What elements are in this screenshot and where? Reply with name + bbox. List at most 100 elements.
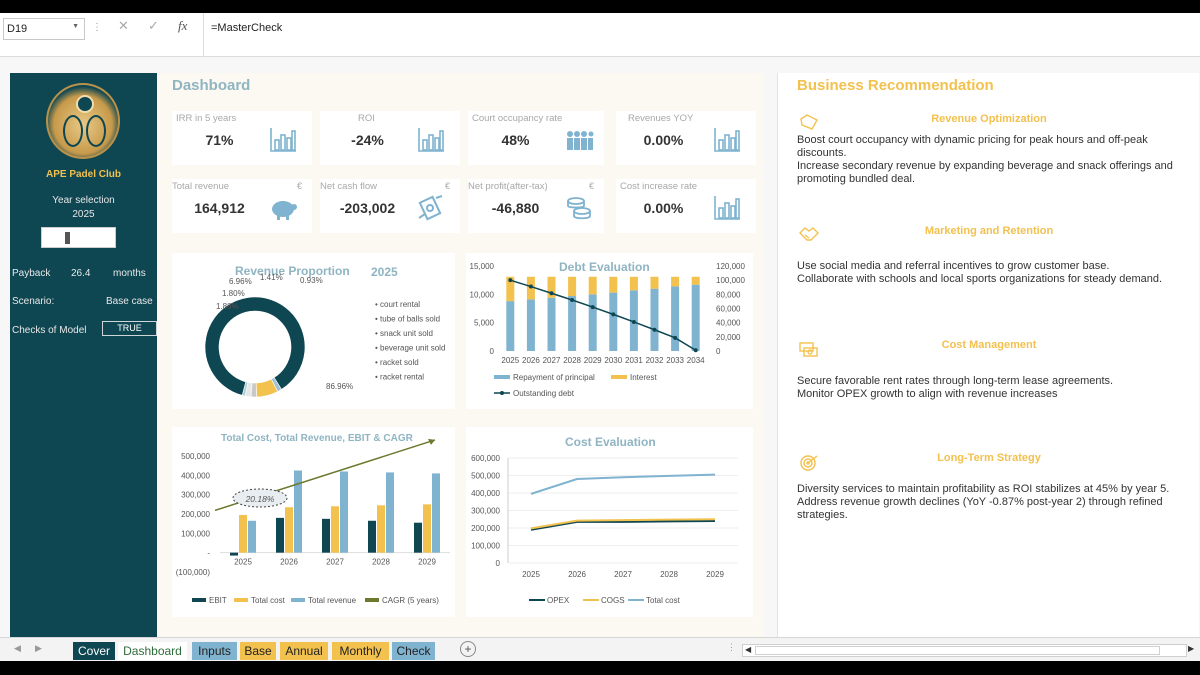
tag-icon bbox=[800, 114, 818, 130]
x-tick: 2025 bbox=[234, 558, 252, 567]
bar-total-revenue bbox=[386, 472, 394, 553]
bar-ebit bbox=[230, 552, 238, 556]
point-outstanding-debt bbox=[631, 319, 636, 324]
legend-item: Interest bbox=[630, 373, 657, 382]
drag-handle-icon[interactable]: ⋮ bbox=[92, 22, 102, 33]
payback-unit: months bbox=[113, 268, 146, 279]
divider bbox=[203, 13, 204, 57]
point-outstanding-debt bbox=[570, 298, 575, 302]
section-body: Secure favorable rent rates through long… bbox=[797, 375, 1198, 401]
y-tick: 200,000 bbox=[181, 510, 210, 519]
section-line: Boost court occupancy with dynamic prici… bbox=[797, 134, 1148, 159]
add-sheet-button[interactable]: + bbox=[460, 641, 476, 657]
kpi-label: Court occupancy rate bbox=[472, 113, 563, 124]
scenario-label: Scenario: bbox=[12, 296, 55, 307]
enter-icon[interactable]: ✓ bbox=[148, 18, 159, 33]
bar-ebit bbox=[322, 518, 330, 553]
legend-swatch bbox=[234, 598, 248, 602]
sheet-tab[interactable]: Monthly bbox=[332, 642, 389, 660]
bar-total-revenue bbox=[432, 473, 440, 553]
sheet-tab[interactable]: Check bbox=[392, 642, 435, 660]
x-tick: 2026 bbox=[522, 356, 540, 365]
drag-handle-icon[interactable]: ⋮ bbox=[727, 642, 736, 652]
bar-interest bbox=[629, 276, 638, 291]
line-total-cost bbox=[530, 473, 716, 495]
kpi-label: Net profit(after-tax) bbox=[468, 181, 548, 192]
function-icon[interactable]: fx bbox=[178, 18, 188, 33]
bar-total-cost bbox=[377, 505, 385, 553]
kpi-unit: € bbox=[588, 181, 594, 191]
y2-tick: 60,000 bbox=[716, 305, 741, 314]
name-box[interactable]: D19 ▼ bbox=[3, 18, 85, 40]
formula-input[interactable]: =MasterCheck bbox=[211, 22, 283, 34]
section-heading: Marketing and Retention bbox=[924, 225, 1054, 237]
cost-evaluation-chart: Cost Evaluation 600,000 500,000 400,000 300… bbox=[466, 427, 753, 617]
name-box-value: D19 bbox=[7, 23, 28, 35]
sheet-area: APE Padel Club Year selection 2025 Payba… bbox=[0, 57, 1200, 639]
slider-thumb[interactable] bbox=[65, 232, 70, 244]
kpi-label: IRR in 5 years bbox=[176, 113, 237, 124]
bar-principal bbox=[691, 284, 700, 351]
horizontal-scrollbar[interactable]: ◀ bbox=[742, 644, 1187, 657]
section-heading: Cost Management bbox=[941, 339, 1037, 351]
coins-icon bbox=[567, 197, 591, 220]
scroll-left-icon[interactable]: ◀ bbox=[745, 645, 752, 654]
kpi-card: Cost increase rate 0.00% bbox=[616, 179, 756, 233]
legend-item: • racket rental bbox=[375, 373, 424, 382]
debt-evaluation-chart: Debt Evaluation 15,000 10,000 5,000 0 120,00… bbox=[466, 253, 753, 409]
section-line: Diversity services to maintain profitabi… bbox=[797, 483, 1170, 495]
sheet-tab[interactable]: Cover bbox=[73, 642, 115, 660]
y-tick: 100,000 bbox=[471, 542, 500, 551]
bar-chart-icon bbox=[714, 128, 740, 152]
chart-subtitle: 2025 bbox=[371, 265, 398, 279]
y-tick: 300,000 bbox=[471, 507, 500, 516]
cancel-icon[interactable]: ✕ bbox=[118, 18, 129, 33]
legend-item: • beverage unit sold bbox=[375, 344, 445, 353]
bar-ebit bbox=[368, 520, 376, 553]
people-icon bbox=[567, 131, 594, 150]
sheet-tab[interactable]: Inputs bbox=[192, 642, 237, 660]
scroll-right-icon[interactable]: ▶ bbox=[35, 643, 42, 653]
section-line: Monitor OPEX growth to align with revenu… bbox=[797, 388, 1058, 400]
checks-value-box: TRUE bbox=[102, 321, 157, 336]
scrollbar-thumb[interactable] bbox=[755, 646, 1160, 655]
y-tick: (100,000) bbox=[176, 568, 211, 577]
legend-item: Outstanding debt bbox=[513, 389, 575, 398]
x-tick: 2028 bbox=[372, 558, 390, 567]
section-heading: Revenue Optimization bbox=[931, 113, 1047, 125]
y-tick: 500,000 bbox=[471, 472, 500, 481]
sheet-tab[interactable]: Base bbox=[240, 642, 276, 660]
section-line: Increase secondary revenue by expanding … bbox=[797, 160, 1173, 185]
y-tick: 400,000 bbox=[471, 489, 500, 498]
kpi-value: 0.00% bbox=[643, 200, 684, 216]
kpi-value: 71% bbox=[205, 132, 234, 148]
bar-ebit bbox=[276, 517, 284, 553]
x-tick: 2026 bbox=[280, 558, 298, 567]
scenario-value[interactable]: Base case bbox=[106, 296, 153, 307]
bar-interest bbox=[588, 276, 597, 295]
bar-interest bbox=[547, 276, 556, 298]
y-tick: 0 bbox=[496, 559, 501, 568]
kpi-value: -24% bbox=[351, 132, 384, 148]
x-tick: 2025 bbox=[522, 570, 540, 579]
legend-swatch bbox=[494, 375, 510, 379]
cagr-arrowhead bbox=[428, 438, 435, 445]
point-outstanding-debt bbox=[590, 305, 595, 310]
slice-label: 6.96% bbox=[229, 277, 252, 286]
kpi-card: Total revenue € 164,912 bbox=[172, 179, 312, 233]
sheet-tab[interactable]: Annual bbox=[280, 642, 328, 660]
legend-item: Total revenue bbox=[308, 596, 357, 605]
payback-value: 26.4 bbox=[71, 268, 91, 279]
y-tick: 400,000 bbox=[181, 471, 210, 480]
y-tick: 15,000 bbox=[470, 262, 495, 271]
scroll-left-icon[interactable]: ◀ bbox=[14, 643, 21, 653]
year-slider[interactable] bbox=[41, 227, 116, 248]
recommendation-title: Business Recommendation bbox=[797, 77, 994, 94]
sheet-tab[interactable]: Dashboard bbox=[118, 642, 187, 660]
kpi-card: Revenues YOY 0.00% bbox=[616, 111, 756, 165]
chevron-down-icon[interactable]: ▼ bbox=[72, 23, 79, 30]
point-outstanding-debt bbox=[528, 284, 533, 289]
section-line: Use social media and referral incentives… bbox=[797, 260, 1110, 272]
scroll-right-icon[interactable]: ▶ bbox=[1188, 644, 1195, 653]
dashboard-sidebar: APE Padel Club Year selection 2025 Payba… bbox=[10, 73, 157, 639]
